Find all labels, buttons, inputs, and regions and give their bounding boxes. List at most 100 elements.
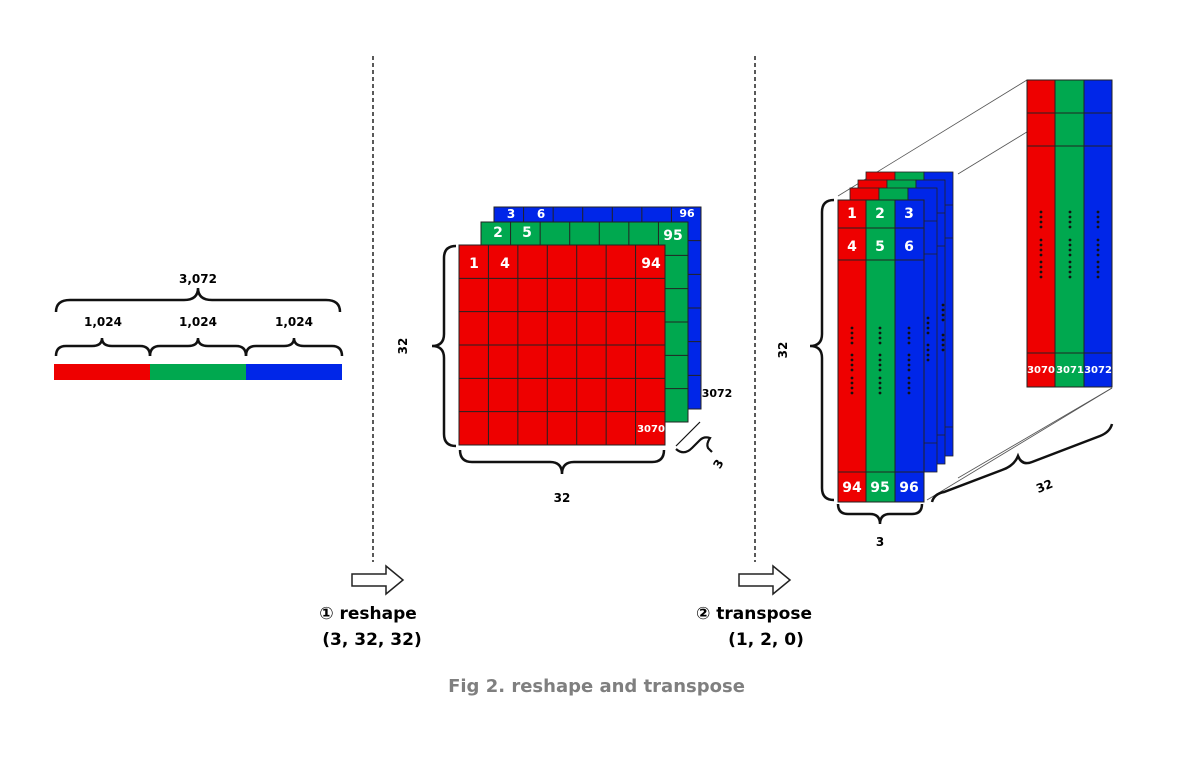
ellipsis-dot [1068, 265, 1072, 269]
ellipsis-dot [878, 363, 882, 367]
grid-depth-line [675, 421, 701, 447]
t-back-green: 3071 [1056, 365, 1084, 376]
flat-brace-total [54, 287, 342, 313]
t-left-dim: 32 [776, 342, 790, 359]
ellipsis-dot [941, 333, 945, 337]
ellipsis-dot [1068, 243, 1072, 247]
ellipsis-dot [926, 353, 930, 357]
t-bottom-brace [836, 503, 924, 525]
arrow-right-icon [351, 564, 405, 596]
ellipsis-dot [941, 303, 945, 307]
ellipsis-dot [850, 381, 854, 385]
step2-shape: (1, 2, 0) [728, 630, 804, 650]
green-cell-last-top: 95 [663, 228, 682, 244]
ellipsis-dot [878, 358, 882, 362]
ellipsis-dot [1096, 225, 1100, 229]
ellipsis-dot [1096, 210, 1100, 214]
ellipsis-dot [926, 331, 930, 335]
ellipsis-dot [941, 348, 945, 352]
t-depth-dim: 32 [1034, 477, 1055, 496]
ellipsis-dot [1096, 215, 1100, 219]
ellipsis-dot [926, 326, 930, 330]
arrow-right-icon [738, 564, 792, 596]
ellipsis-dot [850, 386, 854, 390]
ellipsis-dot [926, 348, 930, 352]
perspective-line [926, 387, 1113, 501]
blue-cell-first: 3 [507, 207, 515, 221]
flat-blue-segment [246, 364, 342, 380]
ellipsis-dot [907, 336, 911, 340]
transposed-back-panel [1026, 79, 1113, 388]
ellipsis-dot [850, 336, 854, 340]
back-panel-blue [1083, 79, 1113, 388]
step1-label: ① reshape [319, 604, 417, 624]
grid-depth-brace [675, 436, 713, 454]
ellipsis-dot [926, 321, 930, 325]
ellipsis-dot [1096, 253, 1100, 257]
ellipsis-dot [1039, 215, 1043, 219]
ellipsis-dot [850, 368, 854, 372]
ellipsis-dot [1068, 260, 1072, 264]
flat-brace-3 [244, 337, 344, 357]
ellipsis-dot [926, 358, 930, 362]
front-red-column [837, 199, 867, 503]
ellipsis-dot [878, 353, 882, 357]
ellipsis-dot [1096, 243, 1100, 247]
ellipsis-dot [907, 368, 911, 372]
red-channel-grid [458, 244, 666, 446]
ellipsis-dot [878, 336, 882, 340]
last-index-label: 3072 [702, 387, 733, 400]
ellipsis-dot [878, 331, 882, 335]
ellipsis-dot [850, 363, 854, 367]
ellipsis-dot [1068, 225, 1072, 229]
blue-cell-second: 6 [537, 207, 545, 221]
ellipsis-dot [1039, 210, 1043, 214]
flat-brace-2 [148, 337, 248, 357]
red-cell-second: 4 [500, 256, 510, 272]
t-last-blue: 96 [899, 480, 918, 496]
ellipsis-dot [878, 326, 882, 330]
grid-left-dim: 32 [396, 338, 410, 355]
ellipsis-dot [926, 316, 930, 320]
ellipsis-dot [941, 313, 945, 317]
back-panel-green [1054, 79, 1085, 388]
ellipsis-dot [1039, 260, 1043, 264]
green-cell-second: 5 [522, 225, 532, 241]
ellipsis-dot [907, 376, 911, 380]
ellipsis-dot [1039, 248, 1043, 252]
t-row2-green: 5 [875, 239, 885, 255]
ellipsis-dot [907, 331, 911, 335]
ellipsis-dot [926, 343, 930, 347]
ellipsis-dot [1039, 253, 1043, 257]
flat-segment-label-1: 1,024 [84, 315, 122, 329]
ellipsis-dot [878, 368, 882, 372]
ellipsis-dot [907, 341, 911, 345]
transposed-block [837, 79, 1113, 503]
green-cell-first: 2 [493, 225, 503, 241]
grid-bottom-brace [458, 449, 666, 475]
transposed-labels: 1 2 3 4 5 6 94 95 96 3070 3071 3072 [842, 206, 1112, 496]
ellipsis-dot [1068, 275, 1072, 279]
ellipsis-dot [907, 353, 911, 357]
ellipsis-dot [1096, 238, 1100, 242]
ellipsis-dot [1068, 248, 1072, 252]
flat-brace-1 [54, 337, 152, 357]
ellipsis-dot [850, 391, 854, 395]
ellipsis-dot [850, 353, 854, 357]
ellipsis-dot [878, 381, 882, 385]
ellipsis-dot [941, 343, 945, 347]
ellipsis-dot [907, 381, 911, 385]
ellipsis-dot [1096, 270, 1100, 274]
flat-vector: 3,072 1,024 1,024 1,024 [54, 272, 344, 380]
blue-cell-last-top: 96 [679, 207, 695, 220]
red-cell-last-top: 94 [641, 256, 661, 272]
red-cell-last: 3070 [637, 424, 665, 435]
ellipsis-dot [878, 386, 882, 390]
t-depth-brace [930, 423, 1114, 503]
flat-red-segment [54, 364, 150, 380]
ellipsis-dot [941, 338, 945, 342]
grid-depth-dim: 3 [710, 457, 726, 471]
ellipsis-dot [907, 391, 911, 395]
t-last-green: 95 [870, 480, 889, 496]
